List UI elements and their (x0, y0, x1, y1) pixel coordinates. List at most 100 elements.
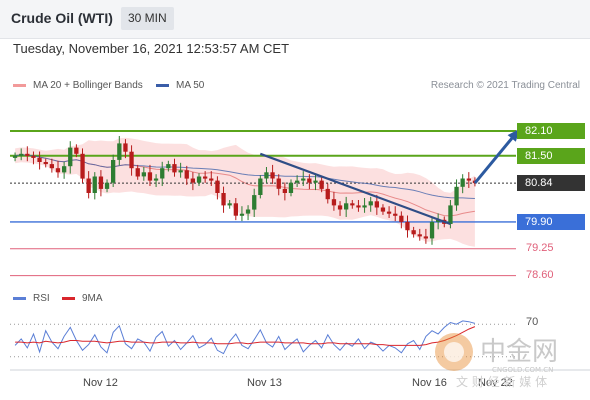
candle (190, 172, 195, 191)
x-tick-nov13: Nov 13 (247, 377, 282, 389)
candle-body (221, 193, 226, 206)
x-tick-nov12: Nov 12 (83, 377, 118, 389)
rsi-ma-swatch (62, 296, 75, 300)
candle (405, 215, 410, 238)
candle-body (350, 203, 355, 206)
candle (368, 196, 373, 212)
candle-body (399, 215, 404, 222)
candle (331, 191, 337, 211)
candle (49, 158, 54, 173)
candle (429, 217, 435, 245)
candle (417, 228, 422, 241)
candle-body (386, 211, 392, 214)
candle (227, 200, 232, 209)
candle-body (264, 172, 269, 179)
candle-body (368, 201, 373, 206)
candle-body (80, 153, 85, 179)
candle (74, 144, 79, 158)
candle-body (184, 170, 189, 179)
candle-body (111, 160, 116, 183)
candle-body (295, 180, 300, 183)
candle-body (129, 151, 134, 169)
interval-badge[interactable]: 30 MIN (121, 7, 174, 30)
candle (319, 177, 324, 193)
candle-body (429, 221, 435, 239)
overlays (259, 128, 520, 226)
candle-body (153, 178, 159, 181)
candle-body (405, 221, 410, 231)
candle-body (411, 230, 416, 235)
level-label-79.25: 79.25 (526, 241, 554, 254)
candle-body (307, 178, 312, 183)
level-label-81.50: 81.50 (517, 147, 585, 164)
candle (92, 172, 97, 200)
ma20-swatch (13, 83, 26, 87)
candle-body (344, 203, 349, 210)
candle (55, 160, 61, 178)
candle (233, 198, 238, 221)
candle (184, 165, 189, 185)
candle (460, 174, 465, 194)
candle-body (331, 199, 337, 206)
candle (393, 206, 398, 222)
instrument-title: Crude Oil (WTI) (11, 10, 113, 26)
candle (386, 206, 392, 218)
candle (160, 161, 165, 186)
ma50-polyline (15, 154, 475, 199)
candle (276, 174, 281, 196)
candle-body (448, 205, 453, 224)
candle (209, 171, 214, 186)
candle-body (19, 153, 24, 156)
candle-body (74, 147, 79, 154)
candle (178, 162, 183, 178)
candle (196, 173, 202, 186)
candle (374, 194, 379, 215)
candle (98, 170, 104, 197)
candle-body (160, 168, 165, 179)
candle-body (49, 164, 54, 169)
candle (239, 206, 245, 222)
candle-body (25, 153, 30, 156)
candle (203, 171, 208, 183)
candle (12, 152, 18, 162)
x-tick-nov22: Nov 22 (478, 377, 513, 389)
candle-body (98, 176, 104, 189)
candles (12, 136, 478, 245)
candle-body (62, 166, 67, 173)
candle (153, 174, 159, 187)
candle-body (123, 143, 128, 152)
ma20-label: MA 20 + Bollinger Bands (33, 80, 143, 91)
candle-body (245, 209, 251, 214)
rsi-70-label: 70 (526, 316, 539, 328)
legend-rsi: RSI (13, 293, 50, 304)
candle-body (313, 180, 318, 183)
candle-body (166, 164, 171, 169)
rsi-line (14, 320, 476, 355)
candle (62, 161, 67, 179)
candle-body (31, 155, 36, 158)
ma50-line (15, 154, 475, 199)
candle (288, 179, 294, 197)
candle (172, 158, 177, 177)
candle (252, 188, 257, 217)
candle-body (147, 172, 153, 181)
candle-body (252, 195, 257, 210)
candle (344, 196, 349, 217)
candle (337, 201, 343, 216)
candle-body (178, 170, 183, 173)
forecast-arrow-head (507, 128, 520, 142)
chart-header: Crude Oil (WTI) 30 MIN (0, 0, 590, 39)
candle (86, 171, 91, 199)
candle (123, 139, 128, 159)
candle (307, 174, 312, 190)
candle (282, 182, 287, 201)
candle-body (288, 182, 294, 193)
legend-9ma: 9MA (62, 293, 103, 304)
candle-body (104, 182, 110, 189)
candle-body (460, 178, 465, 187)
candle (117, 136, 122, 166)
candle-body (362, 205, 367, 208)
rsi-label: RSI (33, 293, 50, 304)
candle (221, 186, 226, 213)
